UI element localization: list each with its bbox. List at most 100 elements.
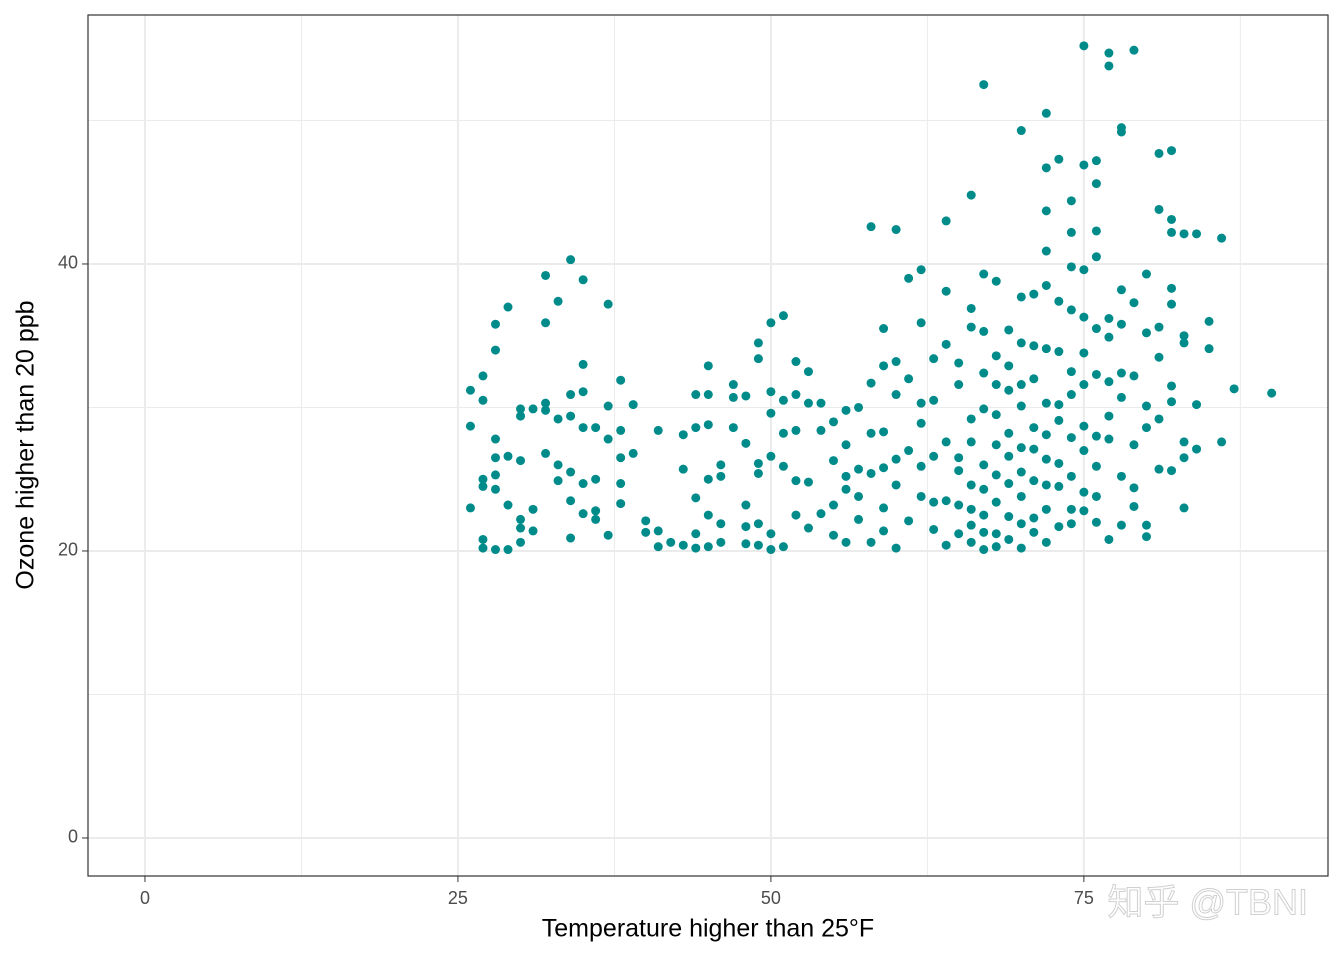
point (929, 451, 939, 461)
point (766, 408, 776, 418)
point (991, 542, 1001, 552)
point (1129, 440, 1139, 450)
point (1141, 532, 1151, 542)
point (1141, 401, 1151, 411)
point (1154, 464, 1164, 474)
point (829, 500, 839, 510)
point (1029, 513, 1039, 523)
point (954, 358, 964, 368)
point (766, 529, 776, 539)
point (1192, 229, 1202, 239)
point (866, 378, 876, 388)
point (1041, 163, 1051, 173)
point (1116, 319, 1126, 329)
point (1041, 280, 1051, 290)
point (929, 524, 939, 534)
point (841, 440, 851, 450)
point (603, 401, 613, 411)
point (816, 398, 826, 408)
point (966, 480, 976, 490)
point (954, 529, 964, 539)
point (879, 463, 889, 473)
point (616, 453, 626, 463)
point (778, 542, 788, 552)
point (816, 509, 826, 519)
point (516, 514, 526, 524)
point (1016, 380, 1026, 390)
point (991, 351, 1001, 361)
point (1066, 262, 1076, 272)
point (465, 421, 475, 431)
point (1054, 347, 1064, 357)
point (1091, 461, 1101, 471)
point (1141, 328, 1151, 338)
point (791, 510, 801, 520)
point (1054, 458, 1064, 468)
point (803, 477, 813, 487)
point (465, 385, 475, 395)
point (553, 460, 563, 470)
point (566, 467, 576, 477)
point (1129, 501, 1139, 511)
point (1154, 148, 1164, 158)
point (778, 428, 788, 438)
point (1004, 325, 1014, 335)
point (991, 440, 1001, 450)
point (490, 319, 500, 329)
point (703, 420, 713, 430)
point (1204, 344, 1214, 354)
y-tick-label: 20 (58, 540, 78, 560)
point (741, 500, 751, 510)
point (1066, 519, 1076, 529)
point (778, 461, 788, 471)
point (1167, 381, 1177, 391)
point (766, 318, 776, 328)
point (1091, 226, 1101, 236)
point (1104, 534, 1114, 544)
watermark: 知乎 @TBNI (1107, 882, 1308, 923)
point (603, 434, 613, 444)
point (979, 460, 989, 470)
point (979, 269, 989, 279)
point (966, 414, 976, 424)
point (1079, 421, 1089, 431)
point (578, 275, 588, 285)
point (1054, 522, 1064, 532)
point (866, 428, 876, 438)
point (541, 398, 551, 408)
point (528, 404, 538, 414)
point (566, 533, 576, 543)
point (741, 539, 751, 549)
point (616, 479, 626, 489)
point (516, 404, 526, 414)
point (728, 392, 738, 402)
point (1104, 332, 1114, 342)
point (966, 437, 976, 447)
point (1154, 322, 1164, 332)
point (941, 437, 951, 447)
point (578, 359, 588, 369)
point (954, 453, 964, 463)
point (929, 395, 939, 405)
point (566, 390, 576, 400)
point (1054, 296, 1064, 306)
point (941, 339, 951, 349)
point (553, 296, 563, 306)
point (1091, 517, 1101, 527)
point (1141, 520, 1151, 530)
point (766, 451, 776, 461)
point (1116, 285, 1126, 295)
point (641, 516, 651, 526)
point (891, 543, 901, 553)
point (1104, 48, 1114, 58)
point (916, 398, 926, 408)
point (979, 368, 989, 378)
point (541, 448, 551, 458)
point (628, 400, 638, 410)
point (791, 425, 801, 435)
point (1016, 519, 1026, 529)
point (1104, 411, 1114, 421)
point (1041, 344, 1051, 354)
point (929, 354, 939, 364)
point (954, 380, 964, 390)
